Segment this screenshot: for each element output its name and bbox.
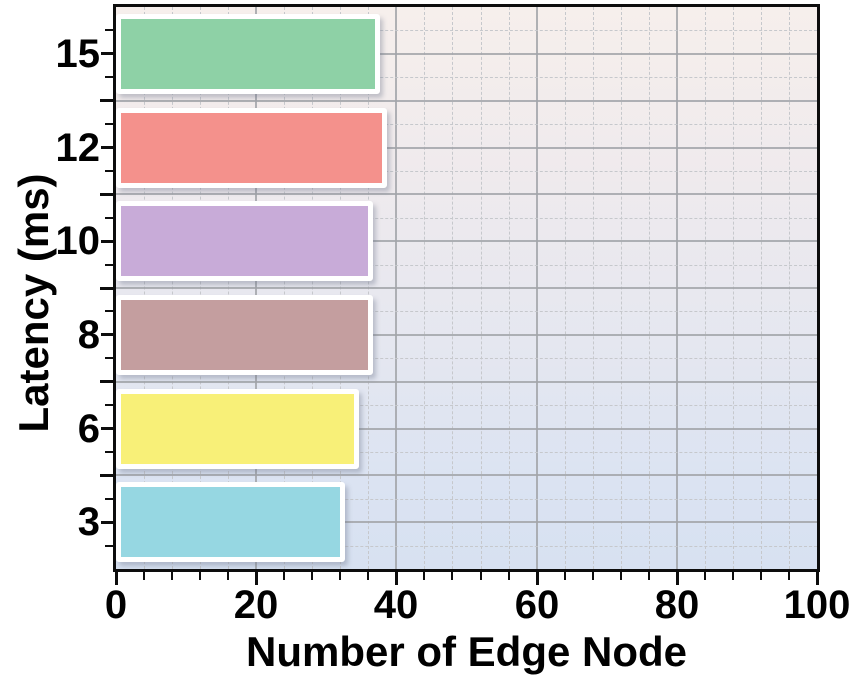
x-tick-label: 0 [104, 583, 128, 627]
x-axis-title: Number of Edge Node [245, 628, 688, 675]
y-boundary-tick [100, 193, 113, 196]
x-minor-tick [760, 572, 762, 580]
y-boundary-tick [100, 287, 113, 290]
x-minor-tick [480, 572, 482, 580]
x-minor-tick [648, 572, 650, 580]
horizontal-minor-gridline [116, 265, 817, 266]
x-minor-tick [283, 572, 285, 580]
horizontal-minor-gridline [116, 311, 817, 312]
y-center-tick [101, 146, 113, 149]
x-minor-tick [143, 572, 145, 580]
y-tick-label: 10 [55, 219, 101, 263]
x-minor-tick [311, 572, 313, 580]
y-minor-tick [105, 404, 113, 406]
y-minor-tick [105, 170, 113, 172]
y-minor-tick [105, 451, 113, 453]
y-minor-tick [105, 498, 113, 500]
y-minor-tick [105, 123, 113, 125]
bar-latency-8 [116, 295, 373, 375]
y-boundary-tick [100, 474, 113, 477]
y-boundary-tick [100, 99, 113, 102]
horizontal-minor-gridline [116, 218, 817, 219]
x-minor-tick [367, 572, 369, 580]
horizontal-major-gridline [116, 100, 817, 102]
x-tick-label: 20 [233, 583, 279, 627]
y-minor-tick [105, 310, 113, 312]
horizontal-major-gridline [116, 53, 817, 55]
x-minor-tick [339, 572, 341, 580]
x-major-tick [676, 572, 679, 585]
horizontal-minor-gridline [116, 546, 817, 547]
x-minor-tick [227, 572, 229, 580]
horizontal-minor-gridline [116, 405, 817, 406]
x-major-tick [536, 572, 539, 585]
y-minor-tick [105, 357, 113, 359]
bar-latency-10 [116, 201, 373, 281]
horizontal-major-gridline [116, 147, 817, 149]
horizontal-major-gridline [116, 474, 817, 476]
horizontal-minor-gridline [116, 124, 817, 125]
y-center-tick [101, 52, 113, 55]
x-tick-label: 60 [514, 583, 560, 627]
horizontal-major-gridline [116, 428, 817, 430]
x-minor-tick [704, 572, 706, 580]
x-minor-tick [199, 572, 201, 580]
plot-area [113, 4, 820, 572]
y-minor-tick [105, 264, 113, 266]
x-minor-tick [508, 572, 510, 580]
y-tick-label: 8 [77, 313, 100, 357]
horizontal-major-gridline [116, 240, 817, 242]
x-minor-tick [451, 572, 453, 580]
bar-latency-12 [116, 108, 387, 188]
horizontal-minor-gridline [116, 171, 817, 172]
y-minor-tick [105, 217, 113, 219]
horizontal-minor-gridline [116, 358, 817, 359]
bar-latency-3 [116, 482, 345, 562]
horizontal-major-gridline [116, 521, 817, 523]
y-center-tick [101, 333, 113, 336]
x-minor-tick [592, 572, 594, 580]
y-tick-label: 3 [77, 500, 100, 544]
horizontal-minor-gridline [116, 30, 817, 31]
horizontal-minor-gridline [116, 452, 817, 453]
x-minor-tick [788, 572, 790, 580]
horizontal-major-gridline [116, 381, 817, 383]
x-major-tick [395, 572, 398, 585]
y-tick-label: 12 [55, 126, 101, 170]
y-boundary-tick [100, 380, 113, 383]
y-minor-tick [105, 545, 113, 547]
x-minor-tick [564, 572, 566, 580]
bar-latency-6 [116, 389, 359, 469]
y-tick-label: 15 [55, 32, 101, 76]
y-center-tick [101, 240, 113, 243]
x-major-tick [115, 572, 118, 585]
x-major-tick [255, 572, 258, 585]
bar-latency-15 [116, 14, 380, 94]
x-tick-label: 40 [373, 583, 419, 627]
horizontal-major-gridline [116, 287, 817, 289]
horizontal-minor-gridline [116, 499, 817, 500]
horizontal-major-gridline [116, 193, 817, 195]
x-minor-tick [423, 572, 425, 580]
x-minor-tick [171, 572, 173, 580]
x-tick-label: 80 [654, 583, 700, 627]
horizontal-major-gridline [116, 334, 817, 336]
y-center-tick [101, 521, 113, 524]
y-center-tick [101, 427, 113, 430]
x-minor-tick [732, 572, 734, 580]
y-tick-label: 6 [77, 407, 100, 451]
x-tick-label: 100 [783, 583, 850, 627]
y-minor-tick [105, 76, 113, 78]
x-major-tick [816, 572, 819, 585]
y-axis-title: Latency (ms) [10, 173, 57, 433]
horizontal-minor-gridline [116, 77, 817, 78]
x-minor-tick [620, 572, 622, 580]
y-minor-tick [105, 29, 113, 31]
